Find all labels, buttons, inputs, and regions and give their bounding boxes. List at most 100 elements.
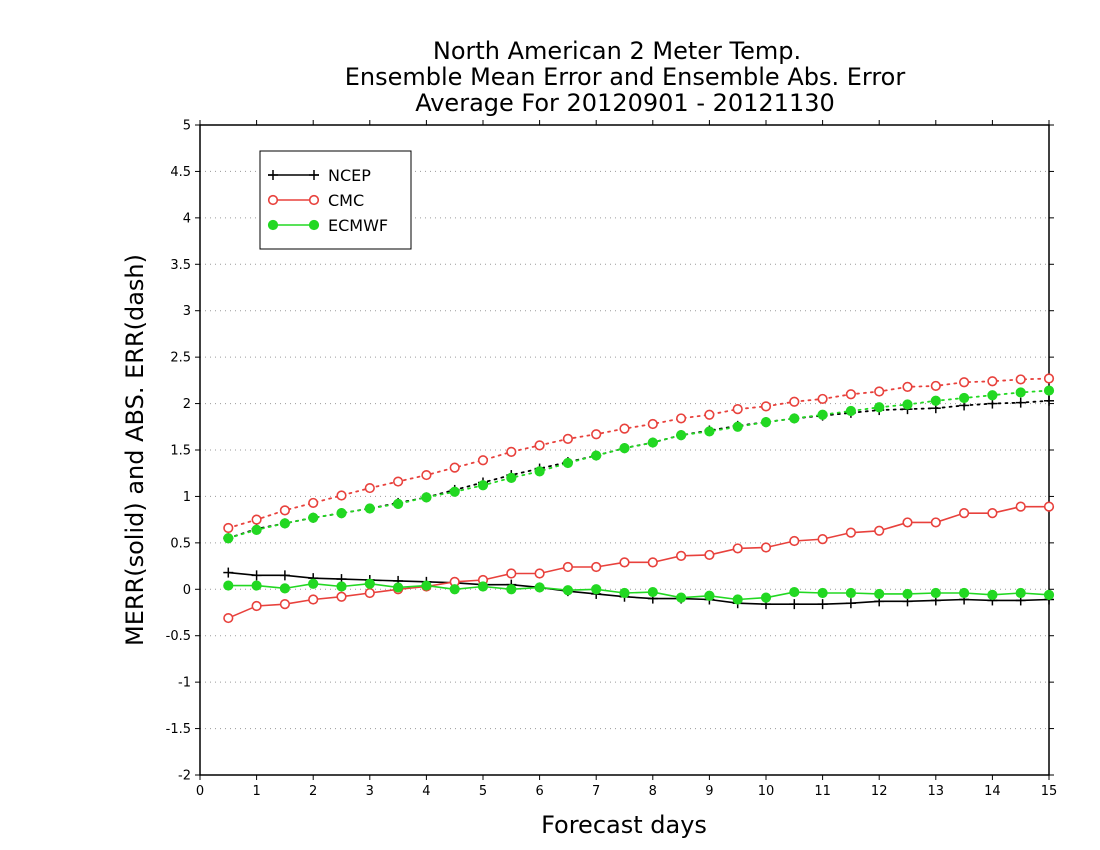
title-line-2: Ensemble Mean Error and Ensemble Abs. Er…	[345, 63, 906, 91]
series-ecmwf-mean-error-point	[732, 594, 743, 605]
series-ncep-abs-error-line	[227, 399, 1050, 540]
series-ecmwf-mean-error-point	[1043, 589, 1055, 600]
series-ecmwf-mean-error-point	[421, 580, 432, 591]
series-cmc-abs-error-point	[1015, 374, 1026, 385]
series-cmc-abs-error-point	[336, 490, 347, 501]
series-ecmwf-abs-error-point	[959, 392, 970, 404]
x-tick-label: 14	[984, 784, 1001, 799]
series-ecmwf-mean-error-point	[902, 588, 913, 600]
series-ncep-mean-error-point	[845, 598, 856, 609]
series-ecmwf-abs-error-point	[477, 480, 489, 491]
series-ecmwf-abs-error-point	[987, 390, 998, 401]
series-cmc-mean-error-point	[987, 508, 998, 519]
series-cmc-mean-error-point	[958, 508, 970, 519]
series-ecmwf-mean-error-point	[534, 582, 545, 593]
legend-item-ncep: NCEP	[268, 166, 371, 185]
series-ecmwf-abs-error-point	[393, 498, 404, 509]
series-cmc-abs-error-point	[308, 497, 319, 509]
series-cmc-abs-error-point	[421, 469, 432, 481]
series-cmc-mean-error-point	[760, 542, 772, 553]
y-tick-label: 2.5	[170, 351, 191, 366]
legend-items: NCEP CMC ECMWF	[267, 166, 388, 235]
series-ecmwf-mean-error-point	[223, 580, 234, 591]
series-ecmwf-abs-error-point	[336, 508, 347, 519]
x-tick-label: 12	[871, 784, 888, 799]
series-ecmwf-mean-error-point	[336, 581, 347, 592]
series-cmc-abs-error-point	[251, 514, 262, 525]
series-ecmwf-mean-error-point	[647, 586, 658, 598]
series-cmc-abs-error-point	[817, 393, 828, 405]
series-ecmwf-abs-error-point	[1015, 387, 1026, 398]
x-tick-label: 8	[649, 784, 657, 799]
series-cmc-abs-error-point	[987, 376, 998, 387]
x-tick-label: 15	[1041, 784, 1058, 799]
series-ecmwf-mean-error-point	[760, 592, 772, 603]
series-ecmwf-mean-error-point	[817, 587, 828, 599]
legend-label-ecmwf: ECMWF	[328, 216, 388, 235]
series-cmc-mean-error-point	[902, 517, 913, 528]
series-cmc-abs-error-point	[223, 522, 234, 534]
series-ecmwf-mean-error-point	[987, 589, 998, 600]
title-line-1: North American 2 Meter Temp.	[433, 37, 801, 65]
series-ecmwf-abs-error-point	[364, 503, 375, 514]
series-ncep-mean-error-point	[223, 567, 234, 578]
x-tick-label: 6	[535, 784, 543, 799]
series-ecmwf-abs-error-point	[874, 402, 885, 413]
y-tick-label: -2	[178, 769, 191, 784]
y-tick-label: 3	[183, 304, 191, 319]
x-tick-label: 7	[592, 784, 600, 799]
series-ncep-mean-error-line	[228, 571, 1050, 605]
series-cmc-mean-error-point	[845, 527, 857, 538]
series-ncep	[223, 395, 1054, 610]
series-ecmwf-abs-error-line	[227, 389, 1050, 540]
legend-item-cmc: CMC	[267, 191, 364, 210]
series-cmc-abs-error-point	[393, 476, 404, 487]
series-ecmwf-abs-error-point	[251, 524, 262, 535]
series-cmc-mean-error-point	[732, 543, 743, 554]
series-ecmwf-mean-error-point	[308, 578, 319, 589]
series-cmc-mean-error-point	[1015, 501, 1026, 512]
series-cmc-abs-error-point	[930, 380, 941, 392]
series-ecmwf-abs-error-point	[449, 486, 460, 497]
series-ecmwf-mean-error-point	[959, 587, 970, 599]
series-cmc-abs-error-point	[279, 505, 291, 516]
axis-ticks: -2-1.5-1-0.500.511.522.533.544.550 1 2 3 4 5 6…	[166, 119, 1058, 800]
series-ecmwf-mean-error-point	[562, 585, 574, 596]
series-cmc-mean-error-point	[534, 568, 545, 579]
y-tick-label: 2	[183, 397, 191, 412]
series-ncep-mean-error-point	[817, 599, 828, 610]
x-tick-label: 10	[758, 784, 775, 799]
series-ecmwf-mean-error-point	[477, 581, 489, 592]
y-tick-label: 5	[183, 119, 191, 134]
series-cmc-mean-error-point	[1043, 501, 1055, 512]
y-tick-label: 4	[183, 211, 191, 226]
series-cmc-mean-error-point	[930, 517, 941, 528]
series-cmc-abs-error-point	[364, 482, 375, 494]
series-ecmwf-mean-error-point	[619, 587, 630, 599]
series-ecmwf-mean-error-point	[506, 584, 517, 595]
x-tick-label: 0	[196, 784, 204, 799]
series-ecmwf-mean-error-point	[591, 584, 602, 595]
series-ecmwf-abs-error-point	[279, 518, 290, 529]
series-ecmwf-abs-error-point	[817, 409, 828, 420]
series-ecmwf-abs-error-point	[591, 450, 602, 461]
legend-marker	[309, 170, 319, 180]
series-ecmwf-mean-error-point	[676, 592, 687, 603]
series-cmc-mean-error-point	[506, 568, 517, 579]
legend-label-ncep: NCEP	[328, 166, 371, 185]
series-ncep-mean-error-point	[789, 599, 800, 610]
series-cmc-abs-error-point	[789, 396, 800, 407]
series-cmc-mean-error-point	[364, 587, 375, 599]
series-cmc-mean-error-point	[562, 561, 574, 573]
series-cmc-abs-error-point	[506, 446, 517, 457]
series-ecmwf-mean-error-point	[930, 587, 941, 599]
series-cmc-abs-error-point	[619, 423, 630, 434]
series-ecmwf-abs-error-point	[930, 395, 941, 406]
series-ecmwf-mean-error-point	[279, 583, 290, 594]
y-tick-label: 3.5	[170, 258, 191, 273]
x-tick-label: 5	[479, 784, 487, 799]
legend-marker	[267, 219, 279, 231]
legend: NCEP CMC ECMWF	[259, 150, 412, 250]
series-ecmwf-abs-error-point	[421, 492, 432, 503]
legend-item-ecmwf: ECMWF	[267, 216, 388, 235]
